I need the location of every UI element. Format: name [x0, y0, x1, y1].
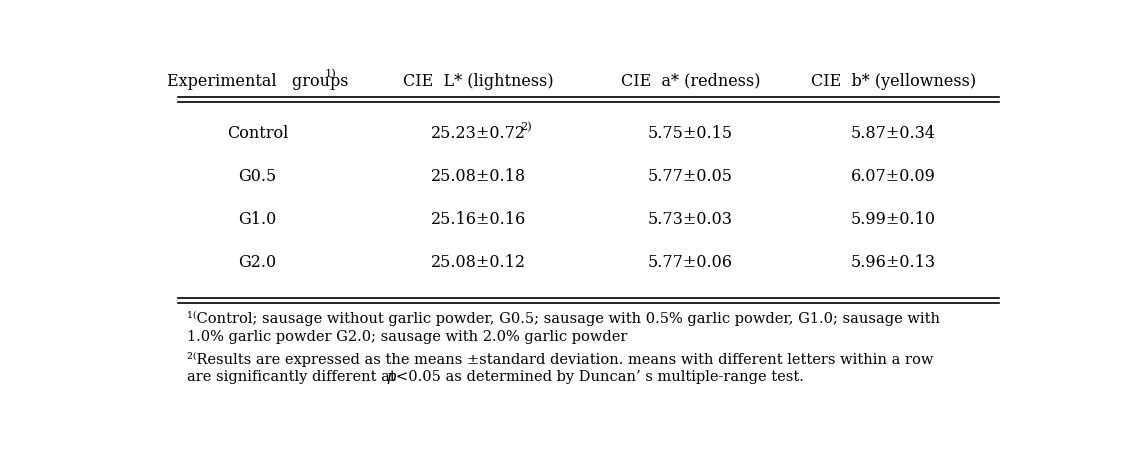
Text: p: p: [386, 370, 396, 384]
Text: ²⁽Results are expressed as the means ±standard deviation. means with different l: ²⁽Results are expressed as the means ±st…: [187, 352, 933, 367]
Text: CIE  a* (redness): CIE a* (redness): [620, 73, 760, 89]
Text: G0.5: G0.5: [238, 168, 277, 185]
Text: <0.05 as determined by Duncan’ s multiple-range test.: <0.05 as determined by Duncan’ s multipl…: [396, 370, 804, 384]
Text: 25.16±0.16: 25.16±0.16: [431, 211, 526, 228]
Text: 5.99±0.10: 5.99±0.10: [850, 211, 936, 228]
Text: 5.87±0.34: 5.87±0.34: [850, 124, 936, 142]
Text: 25.08±0.18: 25.08±0.18: [431, 168, 526, 185]
Text: 5.77±0.06: 5.77±0.06: [648, 254, 733, 271]
Text: 25.23±0.72: 25.23±0.72: [431, 124, 526, 142]
Text: ¹⁽Control; sausage without garlic powder, G0.5; sausage with 0.5% garlic powder,: ¹⁽Control; sausage without garlic powder…: [187, 311, 939, 326]
Text: 5.73±0.03: 5.73±0.03: [648, 211, 733, 228]
Text: 5.96±0.13: 5.96±0.13: [850, 254, 936, 271]
Text: are significantly different at: are significantly different at: [187, 370, 400, 384]
Text: G2.0: G2.0: [238, 254, 276, 271]
Text: 25.08±0.12: 25.08±0.12: [431, 254, 526, 271]
Text: CIE  b* (yellowness): CIE b* (yellowness): [811, 73, 976, 89]
Text: 5.75±0.15: 5.75±0.15: [648, 124, 733, 142]
Text: 6.07±0.09: 6.07±0.09: [852, 168, 936, 185]
Text: G1.0: G1.0: [238, 211, 277, 228]
Text: 5.77±0.05: 5.77±0.05: [648, 168, 733, 185]
Text: Control: Control: [227, 124, 288, 142]
Text: 1.0% garlic powder G2.0; sausage with 2.0% garlic powder: 1.0% garlic powder G2.0; sausage with 2.…: [187, 329, 627, 343]
Text: Experimental   groups: Experimental groups: [166, 73, 348, 89]
Text: CIE  L* (lightness): CIE L* (lightness): [402, 73, 554, 89]
Text: 1): 1): [325, 69, 336, 80]
Text: 2): 2): [521, 122, 532, 132]
